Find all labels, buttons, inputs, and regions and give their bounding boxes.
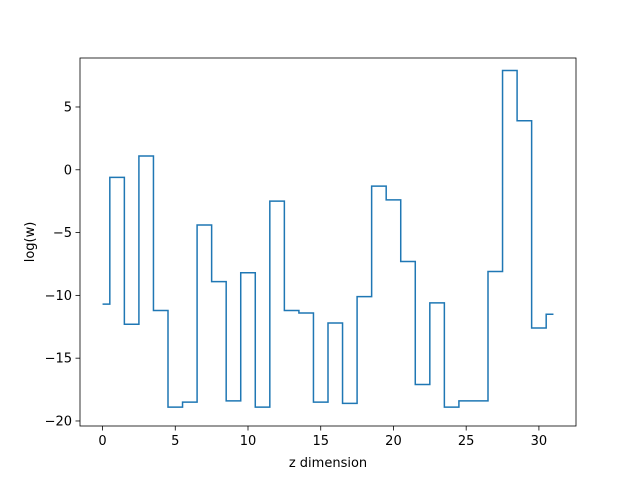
y-tick-label--5: −5 bbox=[53, 226, 72, 241]
x-tick-label-25: 25 bbox=[458, 434, 475, 449]
y-axis-label: log(w) bbox=[23, 222, 38, 263]
y-tick-label--15: −15 bbox=[45, 352, 72, 367]
y-tick-label--20: −20 bbox=[45, 414, 72, 429]
x-tick-label-30: 30 bbox=[531, 434, 548, 449]
series-line-0 bbox=[102, 69, 554, 408]
x-tick-label-20: 20 bbox=[385, 434, 402, 449]
x-tick-label-10: 10 bbox=[240, 434, 257, 449]
y-tick-label-0: 0 bbox=[64, 163, 72, 178]
x-tick-label-0: 0 bbox=[98, 434, 106, 449]
x-tick-label-15: 15 bbox=[312, 434, 329, 449]
x-tick-label-5: 5 bbox=[171, 434, 179, 449]
x-axis-label: z dimension bbox=[289, 456, 367, 471]
y-tick-label--10: −10 bbox=[45, 289, 72, 304]
plot-frame bbox=[79, 57, 577, 427]
y-tick-label-5: 5 bbox=[64, 100, 72, 115]
